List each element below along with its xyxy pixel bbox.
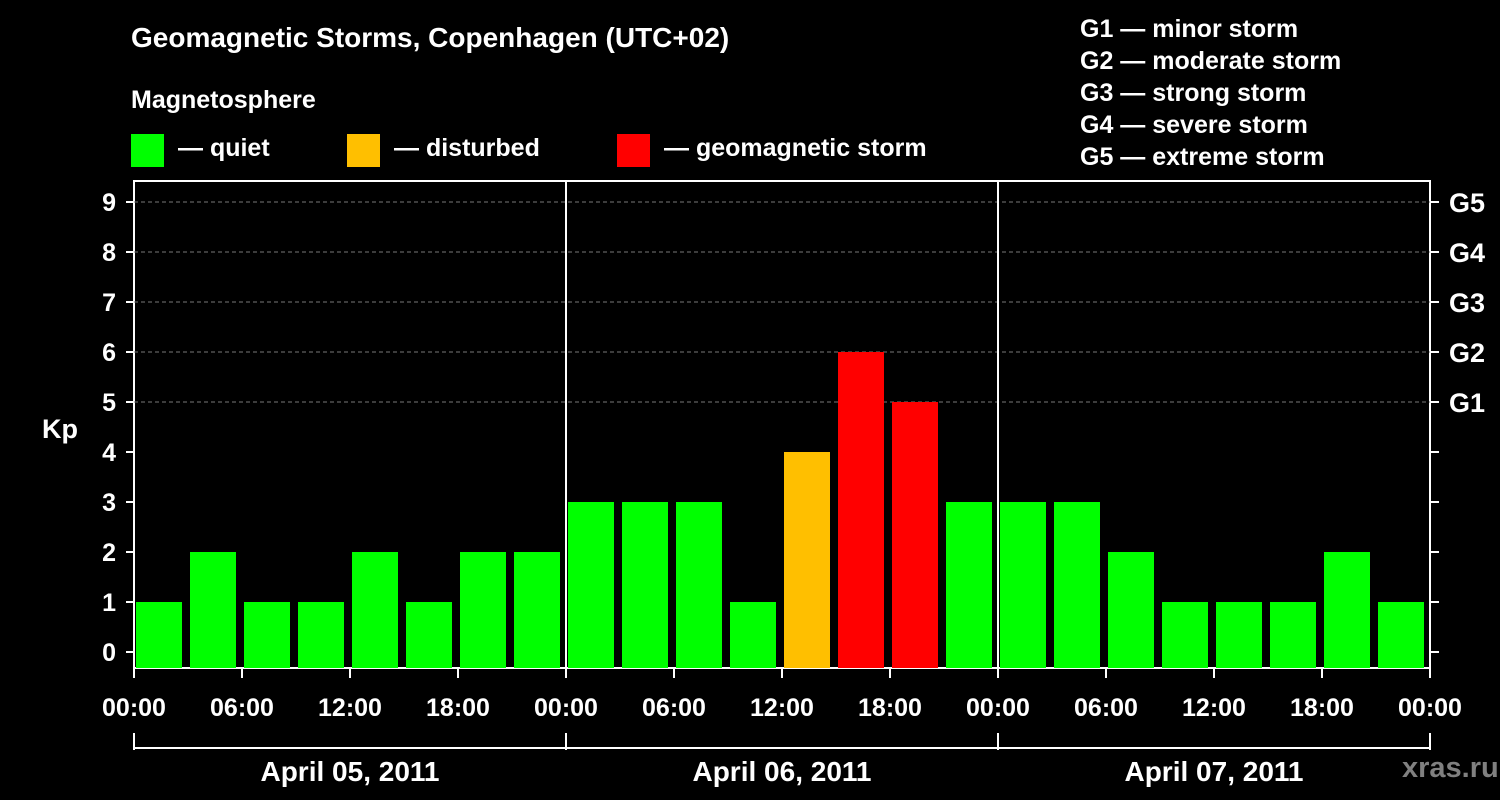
kp-bar [892, 402, 938, 668]
kp-bar [676, 502, 722, 668]
kp-bar [838, 352, 884, 668]
kp-bar [1108, 552, 1154, 668]
kp-bar [406, 602, 452, 668]
legend-label-storm: — geomagnetic storm [664, 134, 927, 162]
kp-bar [568, 502, 614, 668]
kp-bar [1054, 502, 1100, 668]
chart-title: Geomagnetic Storms, Copenhagen (UTC+02) [131, 22, 730, 53]
x-tick-label: 12:00 [318, 694, 382, 722]
x-tick-label: 18:00 [1290, 694, 1354, 722]
kp-bar [1378, 602, 1424, 668]
y-tick-label: 6 [102, 339, 116, 367]
kp-bar [298, 602, 344, 668]
kp-bar [1270, 602, 1316, 668]
kp-bar [1216, 602, 1262, 668]
y-tick-label: 7 [102, 289, 116, 317]
g-legend-g5: G5 — extreme storm [1080, 143, 1325, 171]
kp-bar [946, 502, 992, 668]
legend-swatch-quiet [131, 134, 164, 167]
x-tick-label: 00:00 [966, 694, 1030, 722]
kp-bar [460, 552, 506, 668]
y-tick-label: 5 [102, 389, 116, 417]
y-tick-label: 4 [102, 439, 116, 467]
plot-frame [133, 180, 1431, 669]
g-level-label: G3 [1449, 288, 1485, 318]
g-legend-g1: G1 — minor storm [1080, 15, 1299, 43]
kp-bar [1162, 602, 1208, 668]
y-tick-label: 1 [102, 589, 116, 617]
x-tick-label: 00:00 [534, 694, 598, 722]
y-tick-label: 3 [102, 489, 116, 517]
g-level-label: G2 [1449, 338, 1485, 368]
x-tick-label: 06:00 [1074, 694, 1138, 722]
watermark: xras.ru [1402, 752, 1499, 784]
legend-swatch-storm [617, 134, 650, 167]
y-tick-label: 8 [102, 239, 116, 267]
y-axis-label: Kp [42, 414, 78, 444]
g-legend-g3: G3 — strong storm [1080, 79, 1307, 107]
kp-bar [784, 452, 830, 668]
x-tick-label: 12:00 [1182, 694, 1246, 722]
g-level-label: G4 [1449, 238, 1485, 268]
g-legend-g4: G4 — severe storm [1080, 111, 1308, 139]
day-label: April 05, 2011 [260, 756, 439, 787]
x-tick-label: 06:00 [642, 694, 706, 722]
x-tick-label: 06:00 [210, 694, 274, 722]
day-label: April 07, 2011 [1124, 756, 1303, 787]
x-tick-label: 18:00 [858, 694, 922, 722]
kp-bar [622, 502, 668, 668]
g-level-label: G5 [1449, 188, 1485, 218]
day-label: April 06, 2011 [692, 756, 871, 787]
x-tick-label: 00:00 [102, 694, 166, 722]
x-tick-label: 18:00 [426, 694, 490, 722]
legend-subtitle: Magnetosphere [131, 86, 316, 114]
kp-bar [352, 552, 398, 668]
kp-bar [1324, 552, 1370, 668]
legend-label-quiet: — quiet [178, 134, 270, 162]
kp-bar [730, 602, 776, 668]
kp-bar [190, 552, 236, 668]
kp-bar [244, 602, 290, 668]
y-tick-label: 9 [102, 189, 116, 217]
g-legend-g2: G2 — moderate storm [1080, 47, 1342, 75]
legend-swatch-disturbed [347, 134, 380, 167]
kp-bar [136, 602, 182, 668]
y-tick-label: 0 [102, 639, 116, 667]
kp-bar [1000, 502, 1046, 668]
y-tick-label: 2 [102, 539, 116, 567]
x-tick-label: 12:00 [750, 694, 814, 722]
legend-label-disturbed: — disturbed [394, 134, 540, 162]
kp-bar [514, 552, 560, 668]
x-tick-label: 00:00 [1398, 694, 1462, 722]
g-level-label: G1 [1449, 388, 1485, 418]
